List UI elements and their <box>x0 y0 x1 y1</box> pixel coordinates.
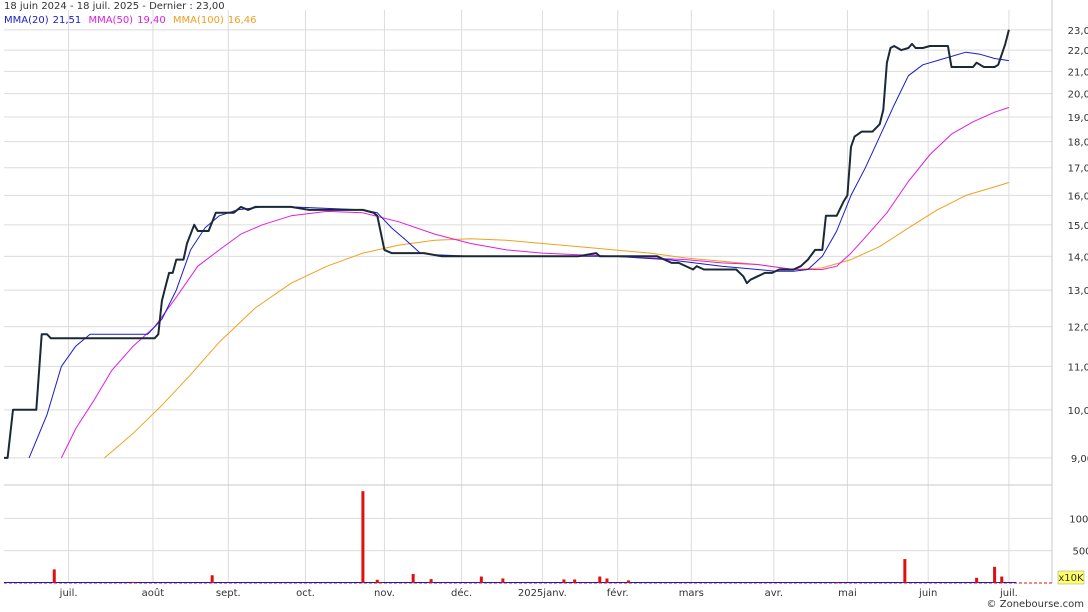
volume-bar <box>562 579 566 583</box>
x-tick-label: mars <box>679 588 704 599</box>
volume-tick-label: 1000 <box>1069 514 1088 525</box>
mma20-label: MMA(20) <box>4 15 49 26</box>
y-tick-label: 10,00 <box>1068 406 1088 417</box>
x-tick-label: oct. <box>296 588 315 599</box>
x-tick-label: juin <box>918 588 937 599</box>
x-tick-label: févr. <box>607 587 629 599</box>
volume-bar <box>993 566 997 583</box>
volume-unit-box <box>1057 570 1085 585</box>
volume-bar <box>501 578 505 583</box>
volume-unit-label: x10K <box>1058 573 1084 584</box>
mma50-label: MMA(50) <box>88 15 134 26</box>
y-tick-label: 15,00 <box>1068 221 1088 232</box>
mma100-line <box>104 182 1010 459</box>
x-tick-label: avr. <box>765 588 783 599</box>
y-tick-label: 20,00 <box>1068 90 1088 101</box>
volume-bar <box>379 582 383 584</box>
indicator-legend: MMA(20) 21,51 MMA(50) 19,40 MMA(100) 16,46 <box>4 15 261 26</box>
x-tick-label: août <box>142 587 165 599</box>
mma100-label: MMA(100) <box>172 15 224 26</box>
mma50-value: 19,40 <box>137 15 166 26</box>
y-tick-label: 19,00 <box>1068 113 1088 124</box>
y-tick-label: 12,00 <box>1068 323 1088 334</box>
mma50-line <box>60 107 1010 459</box>
volume-tick-label: 500 <box>1072 547 1088 558</box>
credit-text: © Zonebourse.com <box>986 599 1084 610</box>
volume-bar <box>210 575 214 583</box>
volume-bar <box>375 579 379 583</box>
volume-bar <box>411 573 415 583</box>
y-tick-label: 13,00 <box>1068 286 1088 297</box>
volume-bar <box>131 581 135 583</box>
x-tick-label: déc. <box>451 587 472 599</box>
volume-bar <box>626 580 630 583</box>
y-tick-label: 21,00 <box>1068 67 1088 78</box>
volume-bar <box>361 491 365 583</box>
volume-bar <box>479 576 483 583</box>
volume-bar <box>52 569 56 583</box>
volume-bar <box>975 577 979 583</box>
volume-bar <box>429 579 433 583</box>
volume-bar <box>573 579 577 583</box>
y-tick-label: 23,00 <box>1068 26 1088 37</box>
volume-bar <box>598 576 602 583</box>
x-tick-label: juil. <box>59 588 78 599</box>
volume-bar <box>835 582 839 584</box>
x-tick-label: nov. <box>374 588 395 599</box>
x-tick-label: juil. <box>999 588 1018 599</box>
volume-bar <box>903 559 907 583</box>
x-tick-label: sept. <box>216 588 241 599</box>
y-tick-label: 14,00 <box>1068 252 1088 263</box>
y-tick-label: 9,00 <box>1071 454 1088 465</box>
x-tick-label: 2025janv. <box>518 588 567 599</box>
y-tick-label: 17,00 <box>1068 164 1088 175</box>
y-tick-label: 16,00 <box>1068 191 1088 202</box>
y-tick-label: 18,00 <box>1068 138 1088 149</box>
mma20-value: 21,51 <box>52 15 82 26</box>
price-line <box>4 29 1010 459</box>
x-tick-label: mai <box>838 588 857 599</box>
mma100-value: 16,46 <box>227 15 257 26</box>
volume-bar <box>605 578 609 583</box>
y-tick-label: 11,00 <box>1068 362 1088 373</box>
chart-range-header: 18 juin 2024 - 18 juil. 2025 - Dernier :… <box>4 1 225 12</box>
y-tick-label: 22,00 <box>1068 46 1088 57</box>
volume-bar <box>1000 576 1004 583</box>
